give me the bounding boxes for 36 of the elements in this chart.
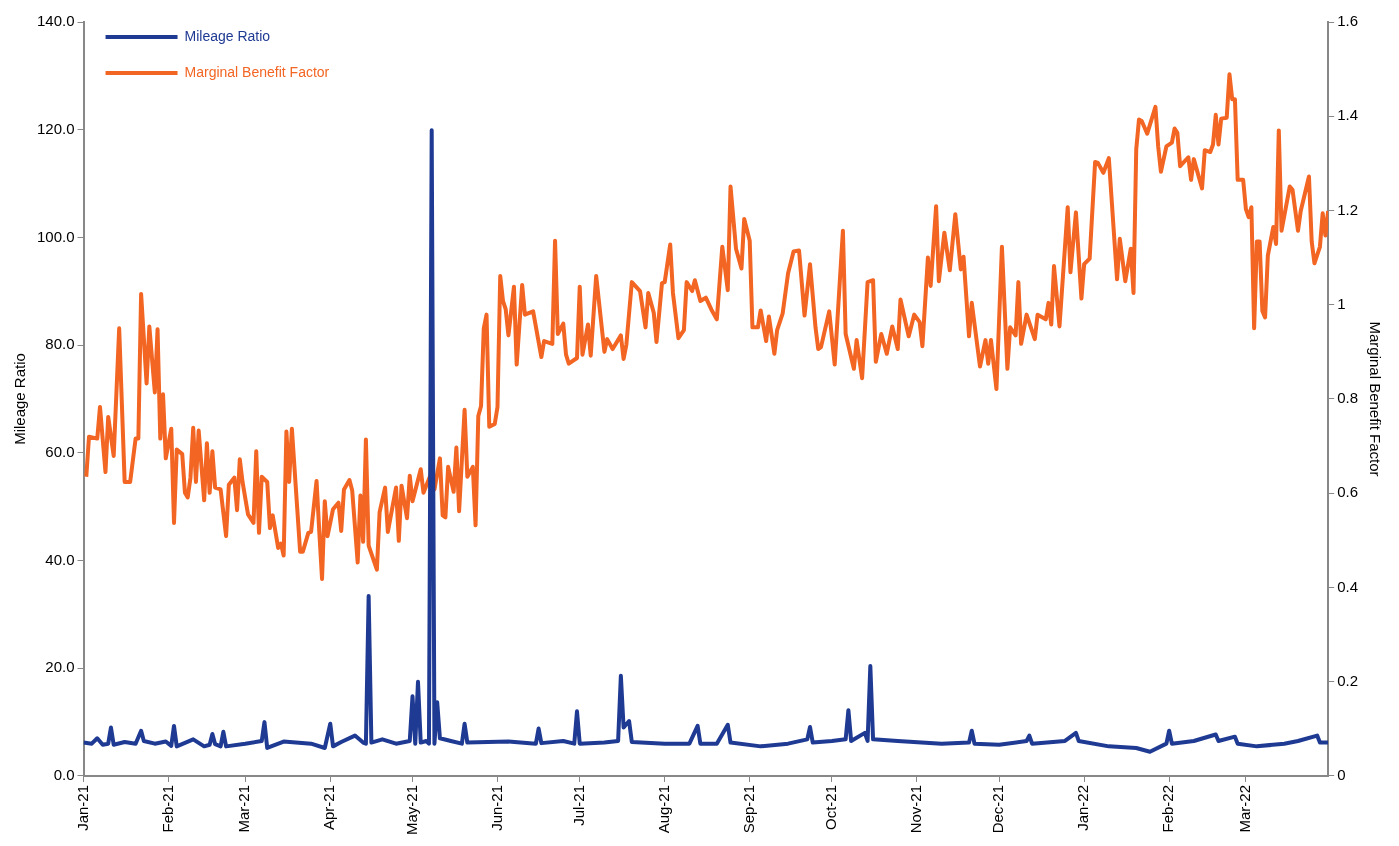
x-tick-label: Sep-21 [739,784,757,834]
y-axis-title: Mileage Ratio [11,353,29,445]
x-tick-label: Feb-22 [1159,784,1177,833]
y-tick-label: 0.0 [53,766,75,784]
x-tick-label: Dec-21 [989,784,1007,834]
x-tick-label: Oct-21 [822,784,840,830]
y2-tick-label: 1.2 [1337,200,1359,218]
x-tick-label: Feb-21 [158,784,176,833]
y-tick-label: 40.0 [45,550,75,568]
x-tick-label: May-21 [402,784,420,836]
y-tick-label: 140.0 [36,12,75,30]
y-tick-label: 100.0 [36,227,75,245]
x-tick-label: Jan-22 [1074,784,1092,831]
y2-tick-label: 1 [1337,294,1346,312]
y2-tick-label: 1.6 [1337,12,1359,30]
y2-tick-label: 0.8 [1337,389,1359,407]
y2-tick-label: 1.4 [1337,106,1359,124]
y2-tick-label: 0.2 [1337,671,1359,689]
x-tick-label: Mar-21 [235,784,253,833]
x-tick-label: Jul-21 [569,784,587,826]
y-tick-label: 120.0 [36,119,75,137]
text: Mileage Ratio [184,27,271,44]
y2-tick-label: 0.4 [1337,577,1359,595]
y2-tick-label: 0.6 [1337,483,1359,501]
y-tick-label: 20.0 [45,658,75,676]
x-tick-label: Jan-21 [73,784,91,831]
x-tick-label: Nov-21 [907,784,925,834]
x-tick-label: Apr-21 [320,784,338,831]
x-tick-label: Mar-22 [1236,784,1254,833]
y2-tick-label: 0 [1337,766,1346,784]
text: Marginal Benefit Factor [184,63,330,80]
x-tick-label: Aug-21 [654,784,672,834]
y2-axis-title: Marginal Benefit Factor [1366,321,1384,477]
y-tick-label: 80.0 [45,335,75,353]
y-tick-label: 60.0 [45,442,75,460]
x-tick-label: Jun-21 [487,784,505,831]
